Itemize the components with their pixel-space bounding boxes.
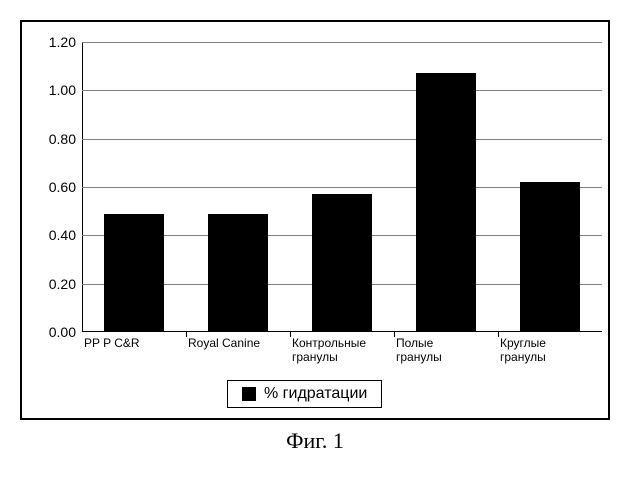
y-tick-label: 0.60 <box>49 179 82 195</box>
plot-area: 0.000.200.400.600.801.001.20PP P C&RRoya… <box>82 42 602 332</box>
bar <box>312 194 372 332</box>
x-category-label: Контрольные гранулы <box>292 332 392 365</box>
bar <box>104 214 164 332</box>
x-category-label: Полые гранулы <box>396 332 496 365</box>
x-tick <box>498 332 499 337</box>
figure-caption: Фиг. 1 <box>20 428 610 454</box>
y-tick-label: 1.00 <box>49 82 82 98</box>
bar <box>416 73 476 332</box>
y-tick-label: 0.40 <box>49 227 82 243</box>
bar <box>208 214 268 332</box>
bar <box>520 182 580 332</box>
x-category-label: Royal Canine <box>188 332 288 350</box>
x-category-label: PP P C&R <box>84 332 184 350</box>
x-tick <box>186 332 187 337</box>
x-category-label: Круглые гранулы <box>500 332 600 365</box>
y-tick-label: 0.20 <box>49 276 82 292</box>
bars-layer <box>82 42 602 332</box>
legend: % гидратации <box>227 380 382 408</box>
chart-frame: 0.00 0.20 0.40 0.60 0.80 1.00 1.20 PP P C&RRoya… <box>20 20 610 420</box>
y-tick-label: 0.00 <box>49 324 82 340</box>
x-tick <box>394 332 395 337</box>
y-tick-label: 0.80 <box>49 131 82 147</box>
legend-text: % гидратации <box>264 385 367 403</box>
legend-swatch <box>242 387 256 401</box>
x-tick <box>290 332 291 337</box>
y-tick-label: 1.20 <box>49 34 82 50</box>
